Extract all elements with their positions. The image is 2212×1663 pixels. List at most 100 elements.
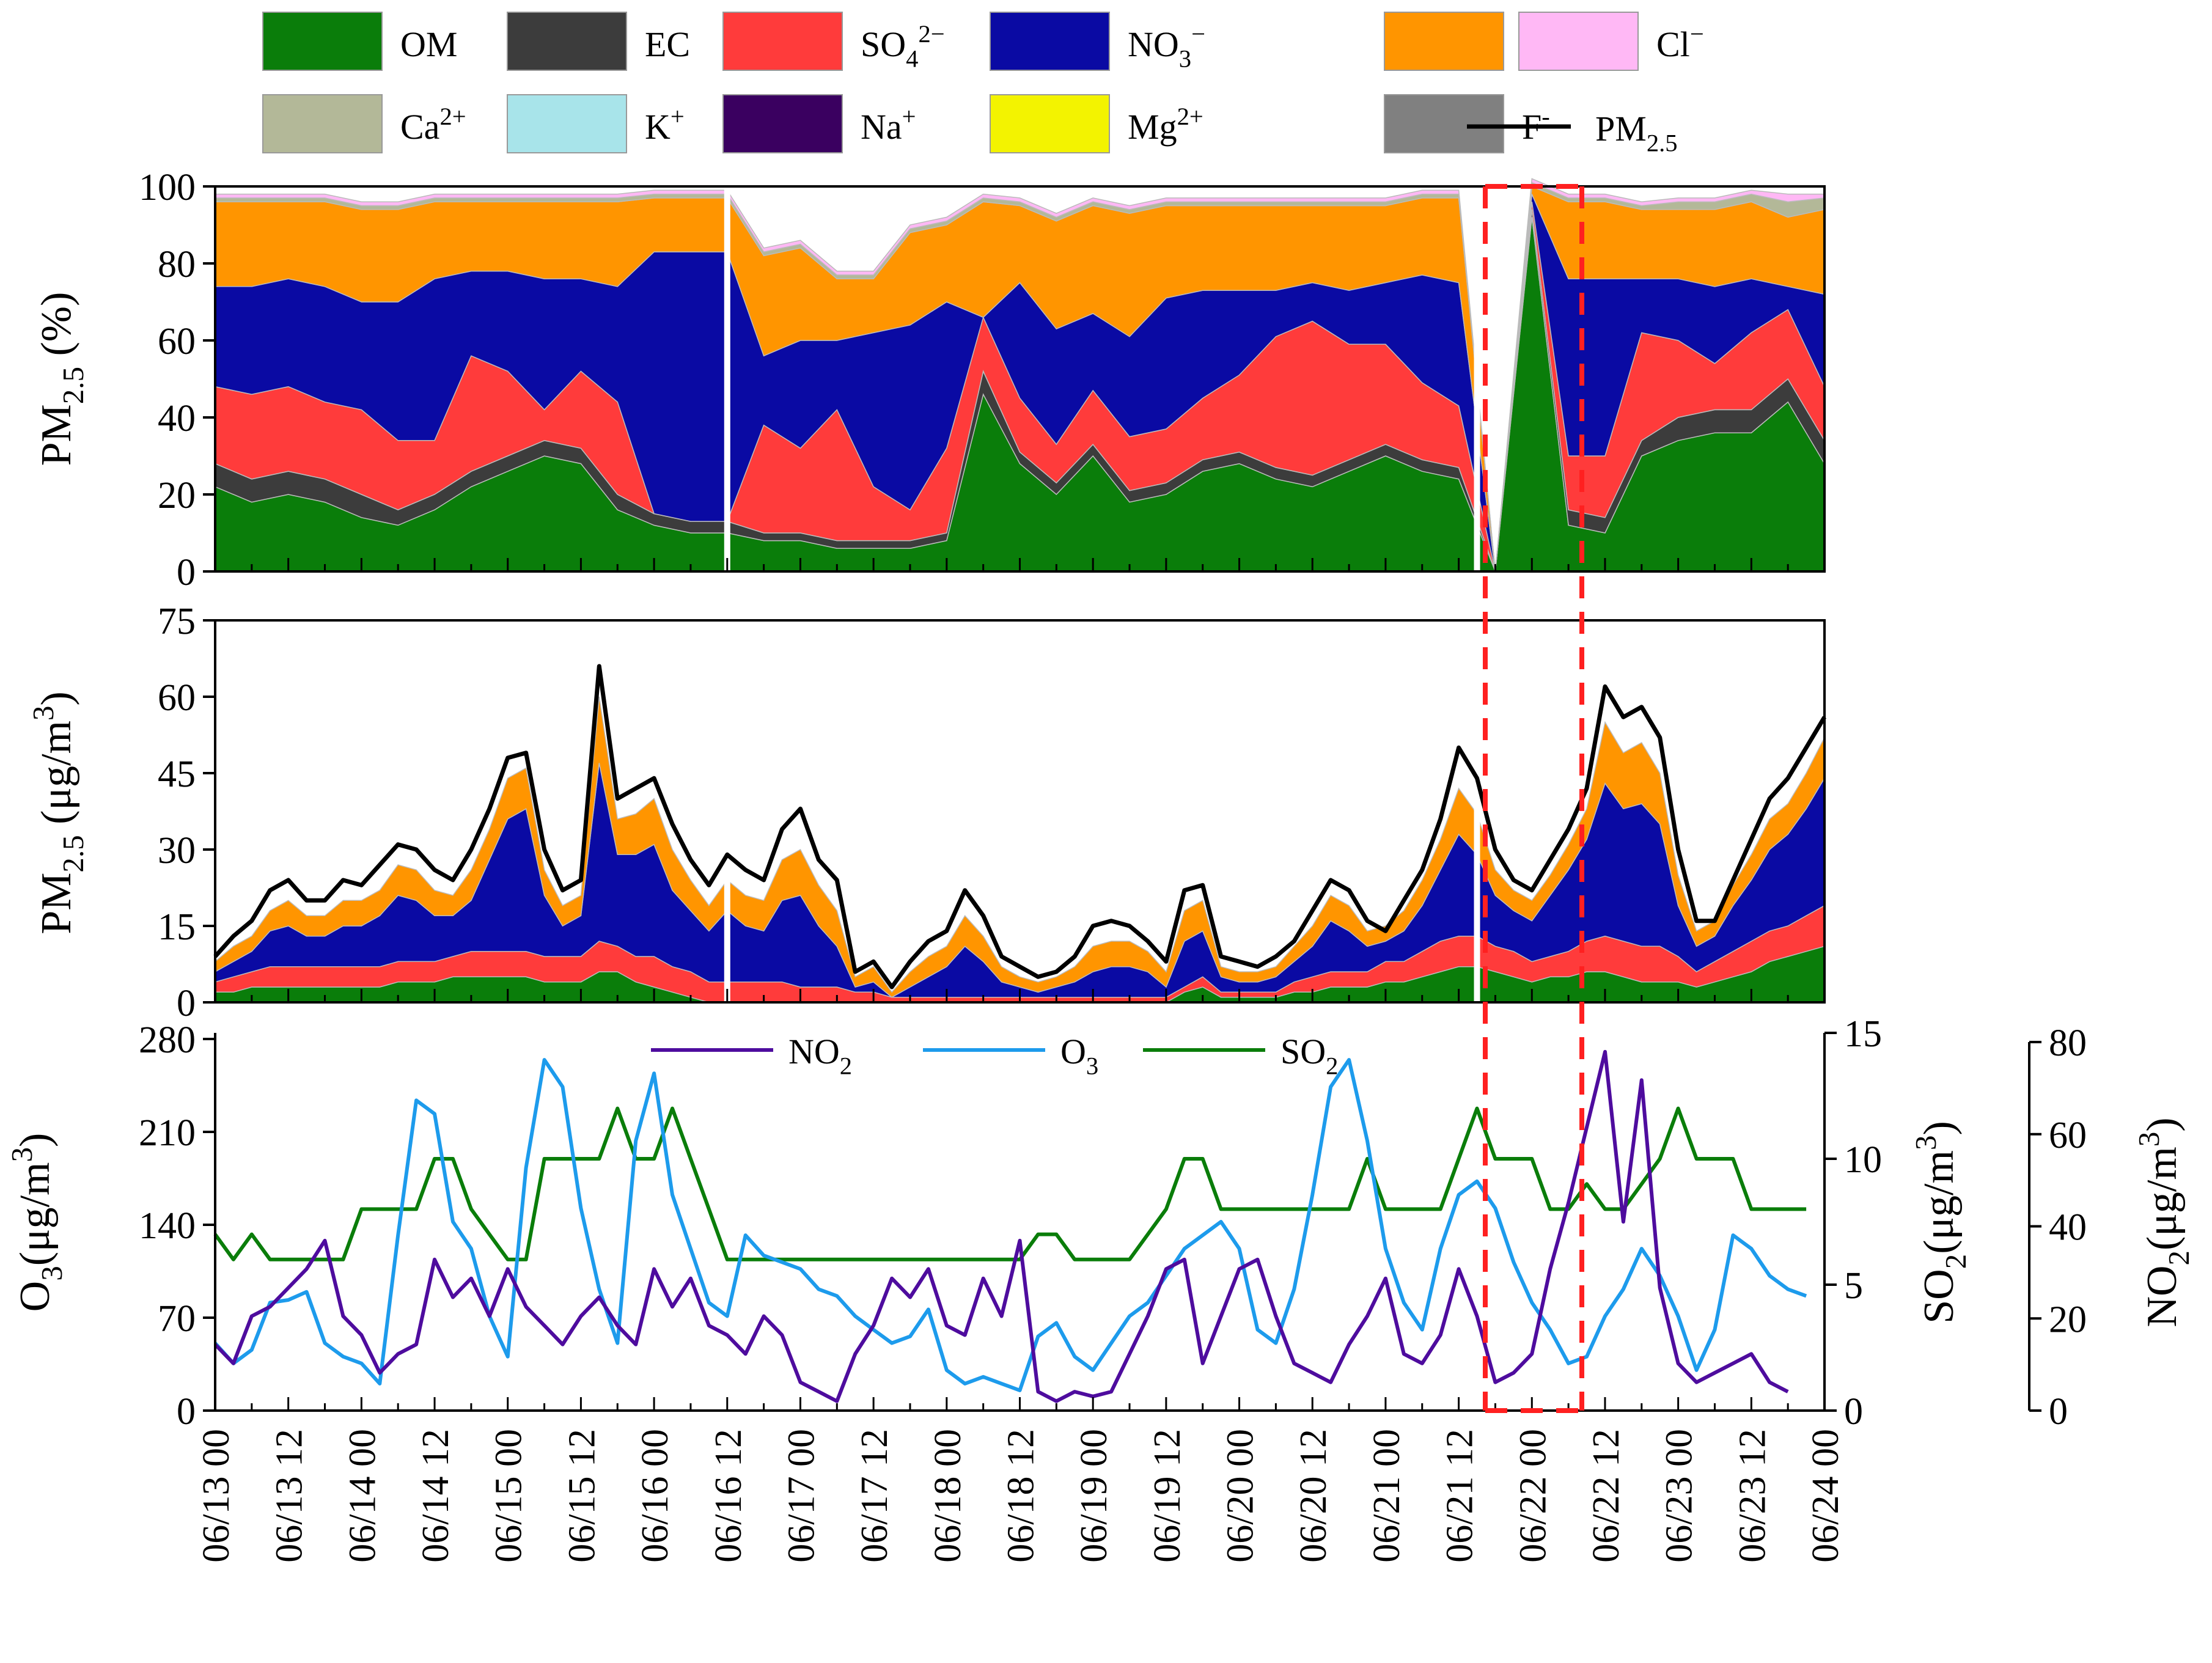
x-tick-label: 06/22 12 — [1586, 1429, 1627, 1563]
so2-y-tick-label: 0 — [1844, 1391, 1863, 1433]
gases-legend-NO2: NO2 — [651, 1032, 852, 1079]
x-tick-label: 06/16 00 — [634, 1429, 676, 1563]
x-tick-label: 06/15 00 — [488, 1429, 530, 1563]
composition-y-tick-label: 40 — [158, 398, 196, 439]
so2-y-title: SO2(μg/m3) — [1909, 1121, 1972, 1324]
x-tick-label: 06/22 00 — [1512, 1429, 1554, 1563]
so2-y-tick-label: 15 — [1844, 1013, 1882, 1055]
no2-y-tick-label: 40 — [2049, 1207, 2087, 1249]
o3-y-tick-label: 70 — [158, 1298, 196, 1340]
legend-item-Cl−: Cl− — [1518, 12, 1704, 71]
x-tick-label: 06/19 12 — [1147, 1429, 1188, 1563]
legend-item-EC: EC — [507, 12, 690, 71]
x-tick-label: 06/21 12 — [1439, 1429, 1481, 1563]
legend-item-K+: K+ — [507, 94, 685, 153]
legend-item-Na+: Na+ — [722, 94, 916, 153]
legend-item-SO42−: SO42− — [722, 12, 945, 72]
gases-lines — [213, 1049, 1807, 1403]
legend-swatch — [1384, 12, 1504, 71]
line-SO2 — [213, 1106, 1807, 1261]
legend-label: EC — [645, 24, 690, 64]
concentration-y-tick-label: 45 — [158, 754, 196, 795]
highlight-box — [1483, 184, 1584, 1413]
gases-legend-label: NO2 — [788, 1032, 852, 1079]
x-tick-label: 06/13 00 — [196, 1429, 237, 1563]
x-tick-label: 06/23 00 — [1659, 1429, 1700, 1563]
legend-swatch — [990, 94, 1110, 153]
concentration-y-axis: 0 15 30 45 60 75 PM2.5 (μg/m3) — [26, 601, 215, 1024]
concentration-panel: 0 15 30 45 60 75 PM2.5 (μg/m3) — [26, 601, 1827, 1024]
gases-legend-O3: O3 — [923, 1032, 1098, 1079]
composition-y-tick-label: 0 — [177, 552, 196, 593]
legend-label: Cl− — [1656, 20, 1704, 64]
legend-label: Mg2+ — [1128, 103, 1203, 147]
data-gap — [724, 186, 730, 571]
x-tick-label: 06/21 00 — [1366, 1429, 1408, 1563]
legend-swatch — [507, 12, 627, 71]
legend-item-PM2.5: PM2.5 — [1467, 109, 1678, 156]
gases-legend-SO2: SO2 — [1143, 1032, 1338, 1079]
legend-label: Na+ — [861, 103, 916, 147]
gases-legend-label: SO2 — [1281, 1032, 1338, 1079]
o3-y-title: O3(μg/m3) — [5, 1133, 68, 1312]
data-gap — [1474, 186, 1480, 571]
x-tick-label: 06/20 12 — [1293, 1429, 1334, 1563]
legend-label: OM — [400, 24, 457, 64]
so2-y-tick-label: 10 — [1844, 1139, 1882, 1181]
line-NO2 — [213, 1049, 1789, 1403]
x-tick-label: 06/15 12 — [561, 1429, 603, 1563]
no2-y-tick-label: 0 — [2049, 1391, 2068, 1433]
o3-y-tick-label: 140 — [139, 1205, 196, 1247]
legend-label: Ca2+ — [400, 103, 466, 147]
legend-swatch — [722, 12, 843, 71]
no2-y-tick-label: 80 — [2049, 1022, 2087, 1064]
no2-y-tick-label: 20 — [2049, 1299, 2087, 1340]
composition-y-tick-label: 80 — [158, 244, 196, 285]
x-tick-label: 06/14 12 — [415, 1429, 457, 1563]
legend-label: PM2.5 — [1595, 109, 1678, 156]
legend-swatch — [990, 12, 1110, 71]
gases-legend: NO2 O3 SO2 — [651, 1032, 1338, 1079]
x-tick-label: 06/24 00 — [1805, 1429, 1846, 1563]
x-tick-label: 06/19 00 — [1073, 1429, 1115, 1563]
legend-swatch — [262, 12, 383, 71]
gases-axes: 0 70 140 210 280 0 5 10 15 0 20 40 60 80 O3(μg/m3) SO2(… — [5, 1013, 2195, 1433]
legend-swatch — [722, 94, 843, 153]
legend-item-Mg2+: Mg2+ — [990, 94, 1203, 153]
x-tick-label: 06/23 12 — [1732, 1429, 1773, 1563]
legend-item-OM: OM — [262, 12, 457, 71]
x-tick-label: 06/13 12 — [269, 1429, 310, 1563]
composition-y-tick-label: 100 — [139, 167, 196, 208]
legend-label: K+ — [645, 103, 685, 147]
gases-panel: 0 70 140 210 280 0 5 10 15 0 20 40 60 80 O3(μg/m3) SO2(… — [5, 1013, 2195, 1433]
legend-swatch — [1518, 12, 1639, 71]
legend-swatch — [507, 94, 627, 153]
x-tick-label: 06/18 12 — [1001, 1429, 1042, 1563]
composition-panel: 0 20 40 60 80 100 PM2.5 (%) — [33, 167, 1826, 593]
line-PM2.5 — [213, 664, 1827, 989]
line-O3 — [213, 1058, 1807, 1392]
concentration-y-tick-label: 75 — [158, 601, 196, 642]
concentration-y-tick-label: 15 — [158, 906, 196, 948]
concentration-y-tick-label: 60 — [158, 677, 196, 719]
time-axis: 06/13 00 06/13 12 06/14 00 06/14 12 06/15 00… — [196, 558, 1846, 1563]
composition-y-title: PM2.5 (%) — [33, 292, 90, 466]
o3-y-tick-label: 280 — [139, 1019, 196, 1061]
so2-y-tick-label: 5 — [1844, 1265, 1863, 1307]
x-tick-label: 06/20 00 — [1220, 1429, 1262, 1563]
data-gap — [1474, 620, 1480, 1002]
x-tick-label: 06/14 00 — [342, 1429, 383, 1563]
composition-y-tick-label: 60 — [158, 321, 196, 362]
legend-item-Ca2+: Ca2+ — [262, 94, 466, 153]
no2-y-tick-label: 60 — [2049, 1115, 2087, 1156]
concentration-y-tick-label: 0 — [177, 983, 196, 1024]
no2-y-title: NO2(μg/m3) — [2132, 1117, 2195, 1327]
x-tick-label: 06/17 12 — [854, 1429, 895, 1563]
legend-swatch — [262, 94, 383, 153]
legend-item-F-: F- — [1384, 94, 1550, 153]
o3-y-tick-label: 210 — [139, 1112, 196, 1154]
concentration-y-title: PM2.5 (μg/m3) — [26, 691, 90, 934]
legend-item-NO3−: NO3− — [990, 12, 1205, 72]
